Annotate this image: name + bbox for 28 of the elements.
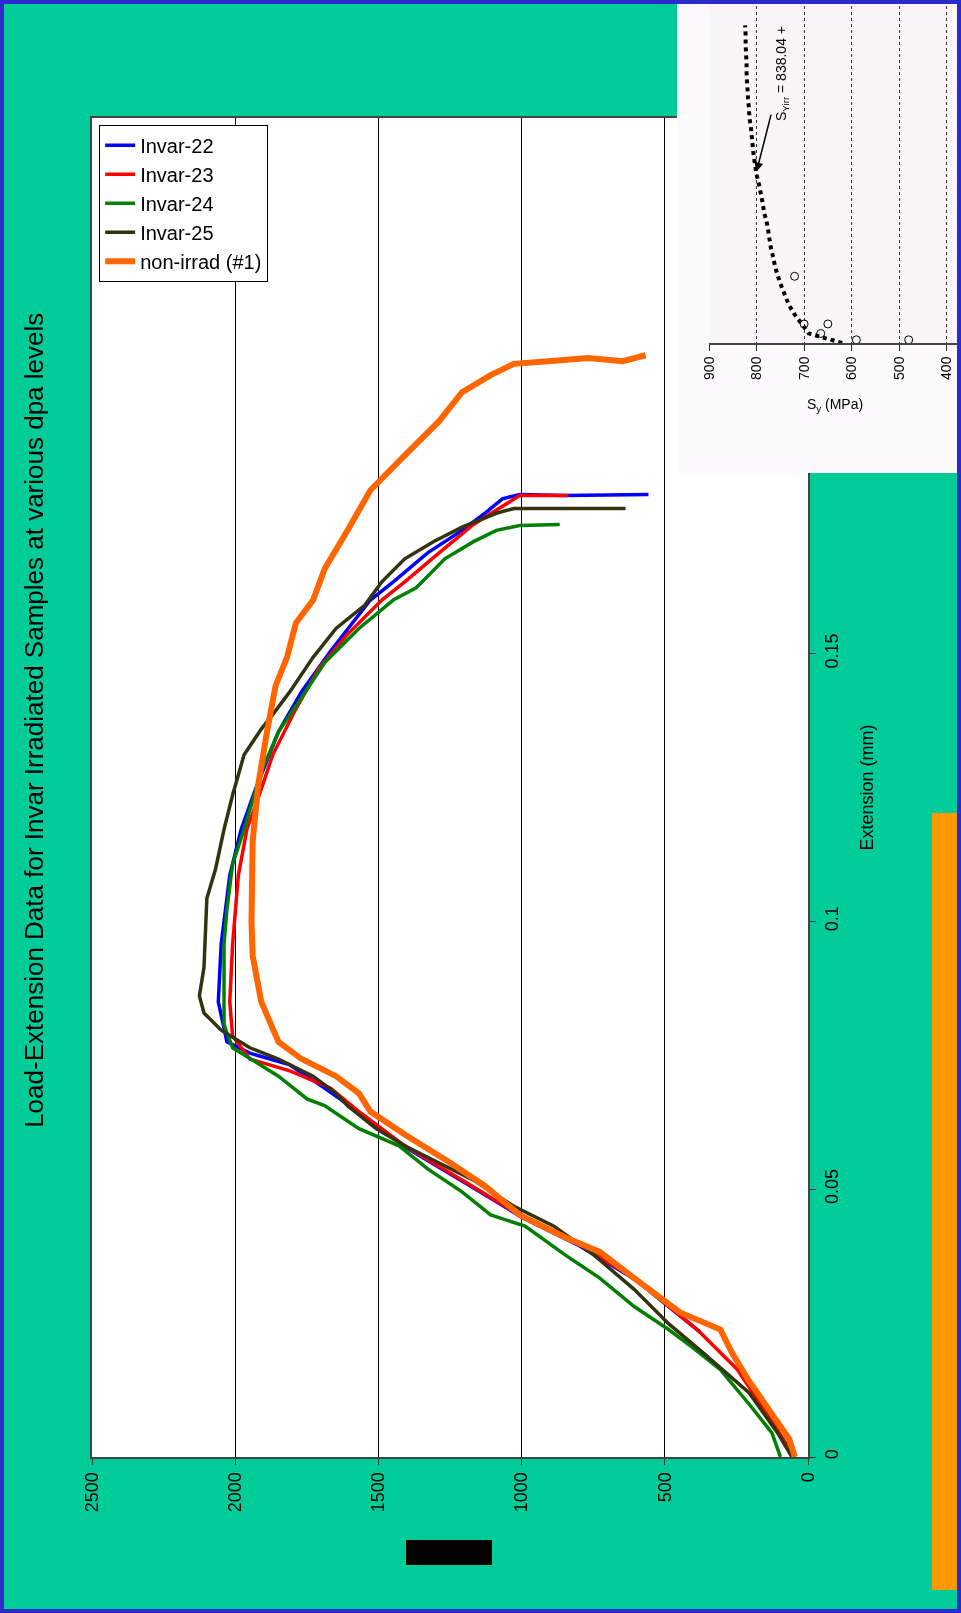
x-tick-label: 600 xyxy=(843,356,860,380)
y-tick-label: 0.15 xyxy=(821,633,842,669)
y-tick-label: 0.1 xyxy=(821,906,842,932)
x-tick-label: 500 xyxy=(890,356,907,380)
x-tick-label: 2500 xyxy=(81,1472,102,1513)
x-tick-label: 700 xyxy=(795,356,812,380)
x-tick-label: 2000 xyxy=(225,1472,246,1513)
point xyxy=(799,319,809,329)
y-tick-label: 0.05 xyxy=(821,1168,842,1205)
x-tick-label: 500 xyxy=(654,1472,675,1503)
x-tick-label: 0 xyxy=(797,1472,818,1483)
x-axis-title: S$_{y}$ (MPa) xyxy=(806,395,864,414)
legend-label: Invar-25 xyxy=(140,221,214,244)
x-tick-label: 1500 xyxy=(368,1472,389,1513)
legend-label: Invar-23 xyxy=(140,163,214,186)
x-tick-label: 800 xyxy=(748,356,765,380)
legend-label: Invar-24 xyxy=(140,192,214,215)
text: Load-Extension Data for Invar Irradiated Samples at various dpa levels xyxy=(18,312,49,1128)
legend-label: Invar-22 xyxy=(140,134,214,157)
x-tick-label: 1000 xyxy=(511,1472,532,1513)
y-axis-title: Extension (mm) xyxy=(857,724,878,851)
point xyxy=(823,319,833,329)
point xyxy=(816,328,826,338)
legend-label: non-irrad (#1) xyxy=(140,250,262,273)
x-tick-label: 900 xyxy=(700,356,717,380)
point xyxy=(790,271,800,281)
y-tick-label: 0 xyxy=(821,1449,842,1460)
x-tick-label: 400 xyxy=(938,356,955,380)
